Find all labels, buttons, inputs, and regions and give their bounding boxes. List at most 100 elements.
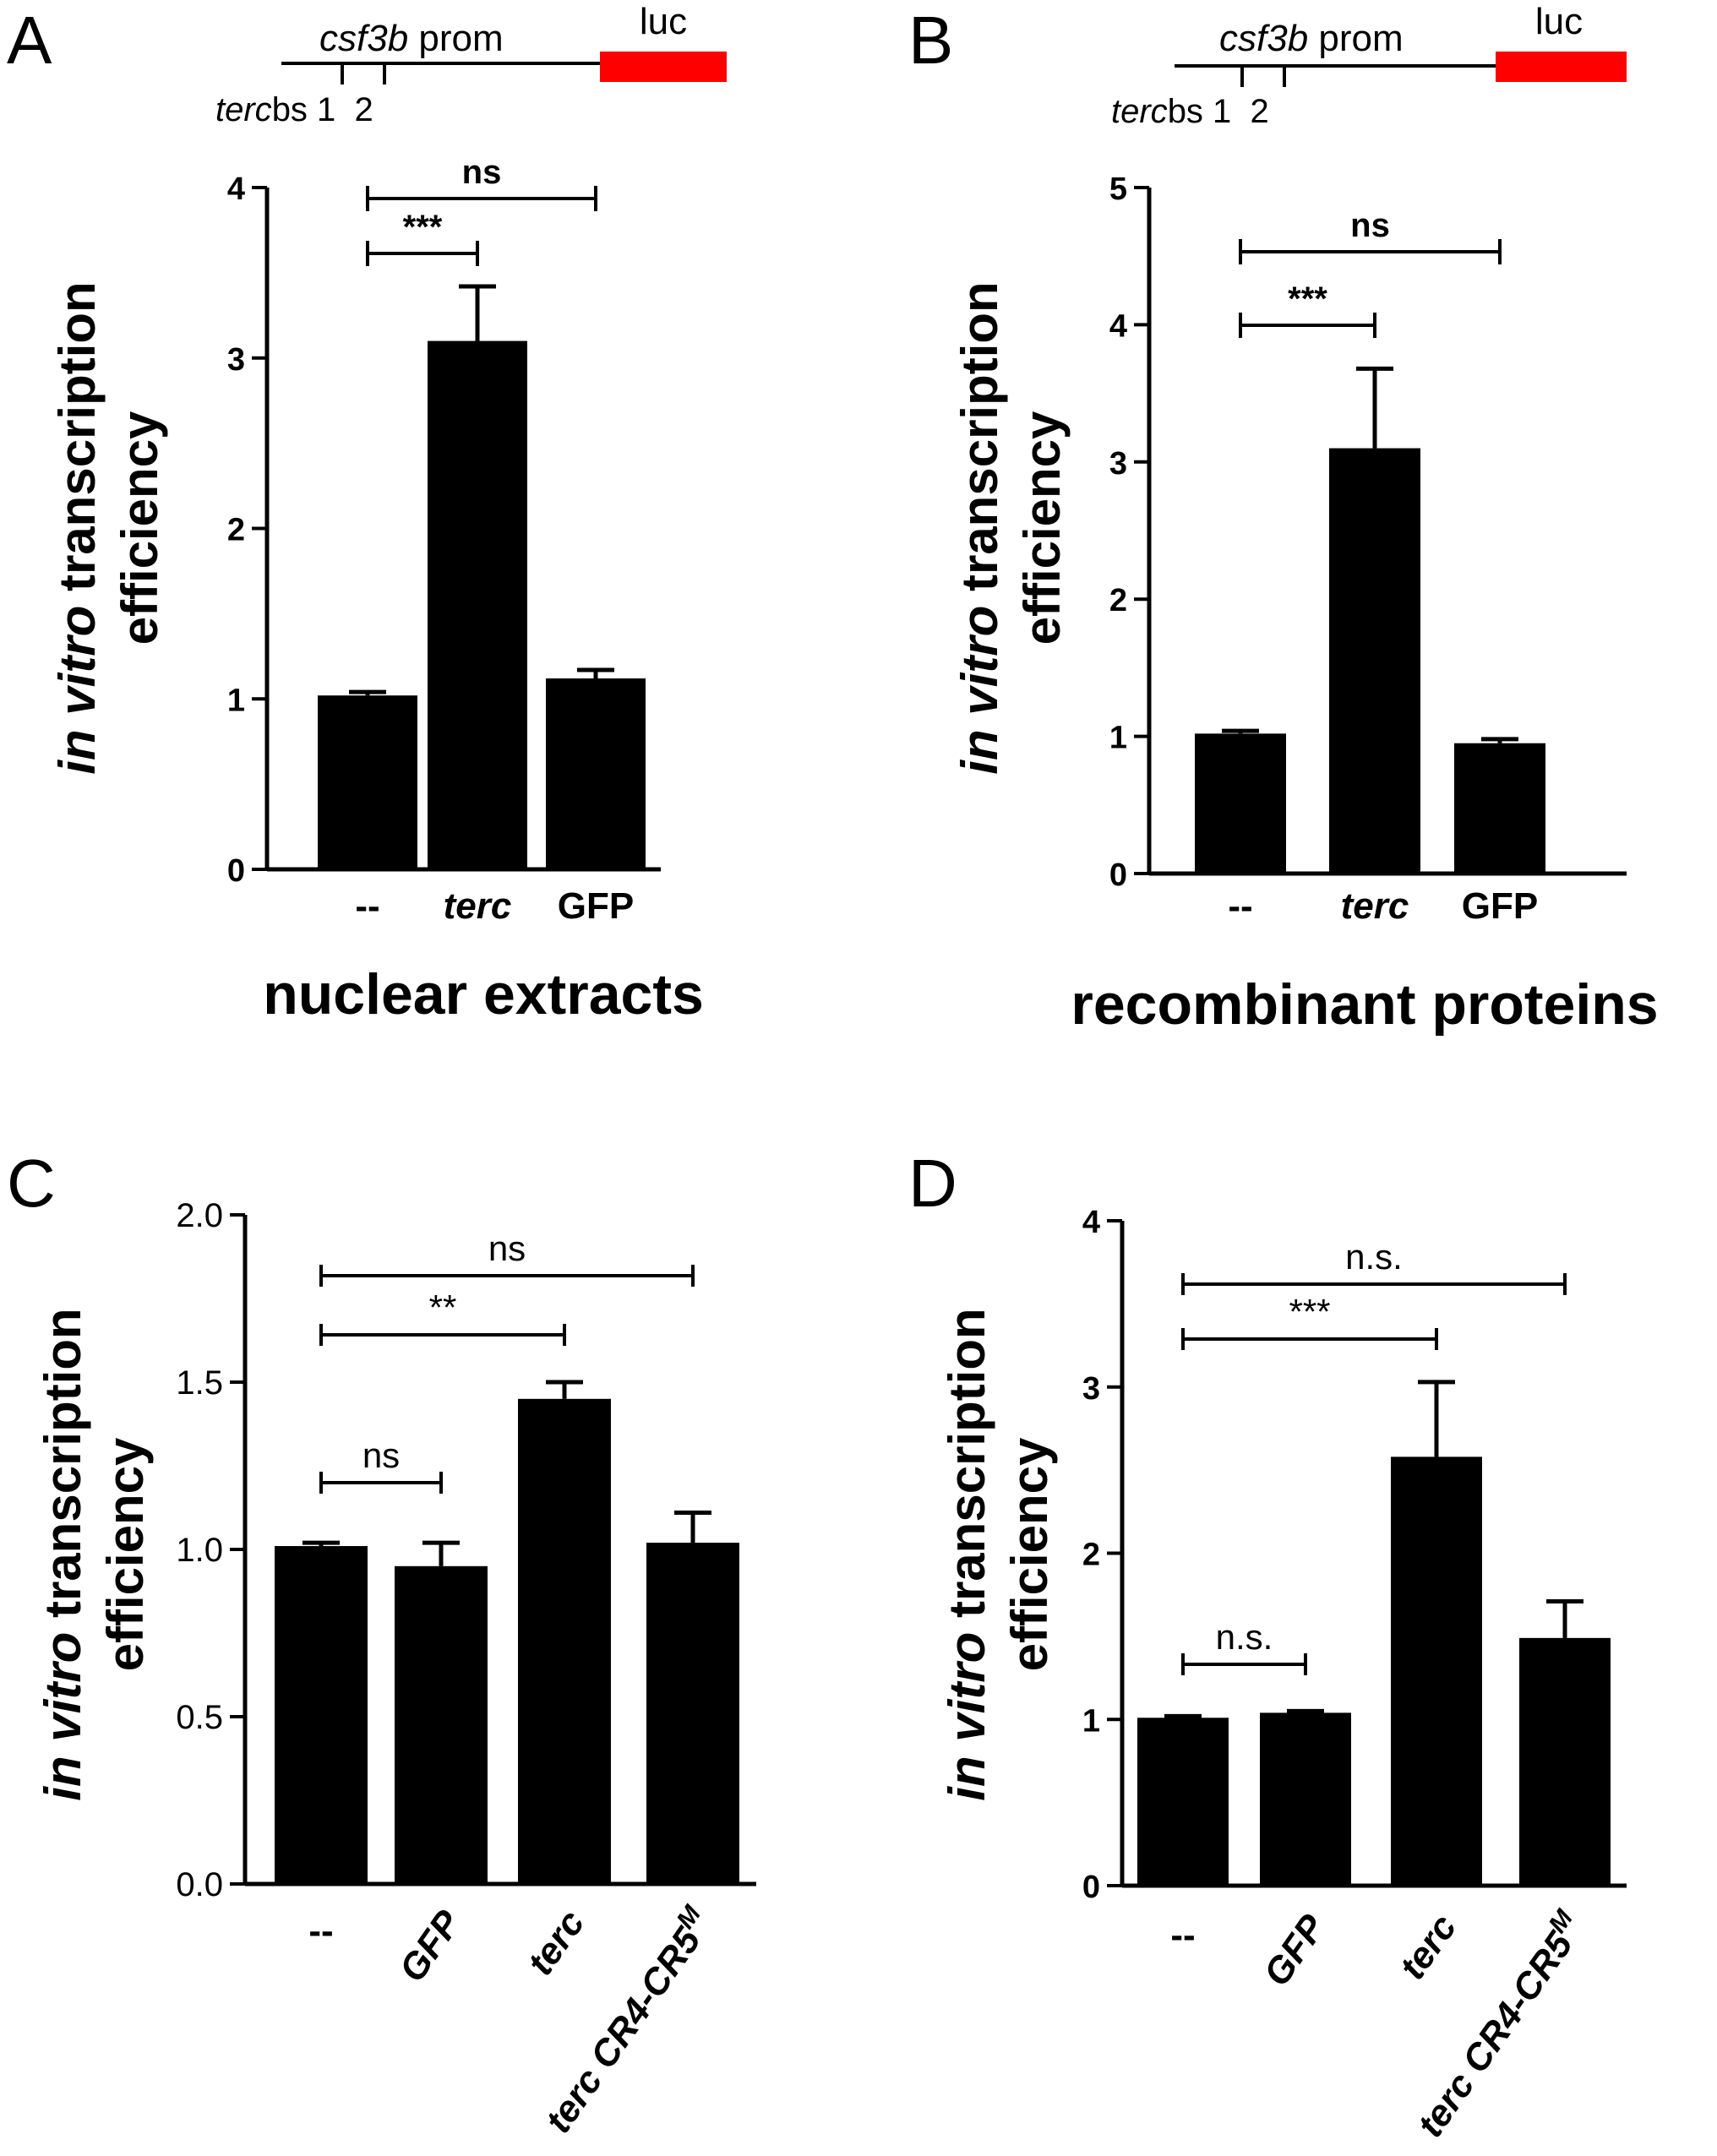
panel-label: C: [7, 1146, 56, 1221]
y-tick-label: 1.0: [176, 1532, 223, 1569]
category-label: --: [355, 885, 379, 927]
category-label-text: terc: [520, 1903, 592, 1983]
significance-label: ns: [488, 1228, 526, 1268]
significance-label: ns: [462, 154, 502, 191]
y-axis-label-rest: transcription: [49, 281, 106, 605]
luc-label: luc: [640, 1, 687, 42]
bar: [518, 1398, 611, 1884]
luciferase-box: [1496, 52, 1627, 82]
y-tick-label: 4: [1082, 1205, 1100, 1240]
luciferase-box: [600, 52, 727, 82]
bar: [318, 695, 417, 869]
significance-label: n.s.: [1216, 1617, 1273, 1657]
promoter-suffix: prom: [408, 18, 503, 59]
significance-bracket: ***: [1181, 1292, 1438, 1350]
panel-label: B: [908, 3, 953, 78]
y-axis-label-rest: transcription: [939, 1308, 995, 1631]
significance-label: ns: [1350, 207, 1390, 244]
panel-C: Cin vitro transcription efficiency 0.0 0.5 1…: [7, 1146, 756, 2141]
panel-label: A: [7, 3, 52, 78]
bar: [275, 1546, 368, 1884]
y-axis-label: in vitro transcription efficiency: [939, 1308, 1058, 1800]
y-axis-label-line1: in vitro transcription: [939, 1308, 995, 1800]
category-label: terc: [520, 1903, 592, 1983]
y-tick-label: 1: [1109, 721, 1127, 756]
category-label-text: GFP: [1256, 1907, 1333, 1994]
y-tick-label: 1.5: [176, 1364, 223, 1402]
promoter-gene: csf3b: [1219, 18, 1308, 59]
category-label: --: [308, 1910, 333, 1952]
y-tick-label: 5: [1109, 172, 1127, 207]
y-axis-label-italic: in vitro: [939, 1632, 995, 1801]
bar: [1260, 1712, 1351, 1886]
promoter-gene: csf3b: [319, 18, 408, 59]
promoter-label: csf3b prom: [319, 18, 504, 59]
y-axis-label-line1: in vitro transcription: [49, 281, 106, 774]
category-label: GFP: [1462, 885, 1538, 927]
category-label-text: terc: [1392, 1908, 1464, 1987]
significance-label: **: [429, 1288, 457, 1327]
bar: [1195, 733, 1286, 874]
category-label-main: terc: [1392, 1908, 1464, 1987]
y-axis-label-line1: in vitro transcription: [951, 281, 1008, 774]
y-tick-label: 0: [227, 853, 245, 889]
bar: [546, 678, 646, 869]
category-label: GFP: [1256, 1907, 1333, 1994]
category-label: GFP: [391, 1903, 469, 1990]
y-tick-label: 4: [1109, 308, 1127, 344]
panel-label: D: [908, 1146, 957, 1221]
y-tick-label: 0: [1109, 858, 1127, 893]
y-axis-label-line2: efficiency: [1001, 1437, 1058, 1671]
y-axis-label: in vitro transcription efficiency: [49, 281, 168, 774]
significance-bracket: ***: [1239, 280, 1376, 338]
significance-bracket: ns: [319, 1228, 695, 1287]
bar: [1329, 448, 1420, 874]
category-label: terc: [1341, 885, 1409, 927]
y-tick-label: 0.0: [176, 1866, 223, 1903]
bar: [428, 340, 527, 869]
y-tick-label: 1: [227, 683, 245, 718]
category-label: terc: [444, 885, 512, 927]
category-label-text: GFP: [391, 1903, 469, 1990]
significance-bracket: n.s.: [1181, 1617, 1307, 1675]
y-axis-label: in vitro transcription efficiency: [35, 1308, 154, 1800]
significance-label: ***: [1288, 280, 1327, 318]
binding-sites-label: tercbs 1 2: [215, 91, 373, 128]
luc-label: luc: [1535, 1, 1583, 42]
panel-caption: recombinant proteins: [1071, 972, 1658, 1037]
category-label-main: GFP: [391, 1903, 469, 1990]
category-label: terc: [1392, 1908, 1464, 1987]
y-axis-label-line1: in vitro transcription: [35, 1308, 91, 1800]
y-tick-label: 4: [227, 172, 245, 207]
panel-D: Din vitro transcription efficiency 0 1 2 3 4 --…: [908, 1146, 1627, 2145]
y-tick-label: 3: [227, 342, 245, 378]
category-label: --: [1228, 885, 1252, 927]
category-label-main: GFP: [1256, 1907, 1333, 1994]
y-tick-label: 2: [1082, 1538, 1100, 1573]
promoter-schematic: csf3b prom luc tercbs 1 2: [1111, 1, 1627, 130]
significance-bracket: ***: [366, 209, 479, 266]
binding-sites-numbers: bs 1 2: [1168, 93, 1269, 130]
binding-sites-numbers: bs 1 2: [272, 91, 373, 128]
bar: [1137, 1718, 1229, 1886]
y-tick-label: 0.5: [176, 1699, 223, 1736]
bar: [1391, 1456, 1482, 1886]
significance-label: ***: [1289, 1292, 1330, 1331]
significance-label: ns: [362, 1435, 400, 1475]
y-tick-label: 2: [227, 513, 245, 548]
y-axis-label-line2: efficiency: [112, 411, 168, 645]
bar: [1519, 1637, 1611, 1886]
significance-label: n.s.: [1345, 1237, 1403, 1277]
binding-sites-gene: terc: [215, 91, 272, 128]
y-tick-label: 0: [1082, 1870, 1100, 1905]
y-axis-label-italic: in vitro: [49, 606, 106, 775]
y-tick-label: 3: [1082, 1371, 1100, 1407]
y-axis-label-rest: transcription: [951, 281, 1008, 605]
bar: [395, 1565, 488, 1884]
significance-bracket: **: [319, 1288, 566, 1346]
binding-sites-label: tercbs 1 2: [1111, 93, 1269, 130]
promoter-label: csf3b prom: [1219, 18, 1404, 59]
